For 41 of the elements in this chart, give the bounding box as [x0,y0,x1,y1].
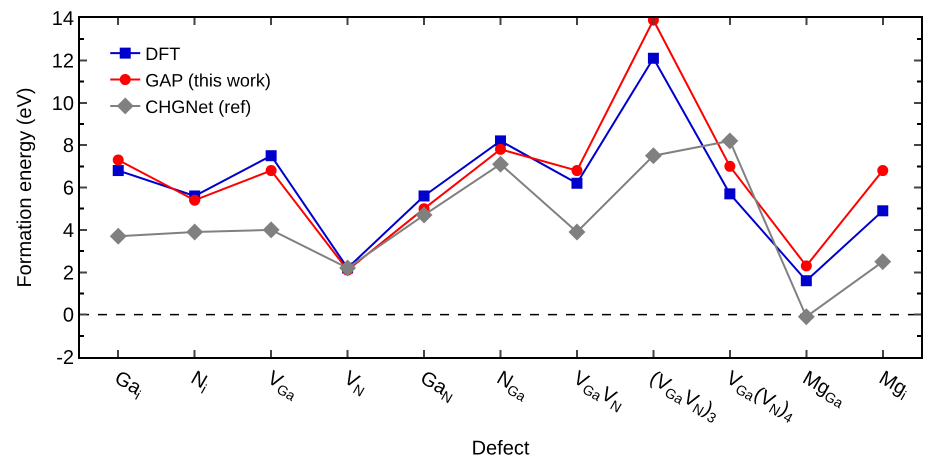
point [266,150,277,162]
point [644,147,662,164]
point [648,52,659,64]
point [495,144,506,155]
point [186,224,204,240]
point [112,154,124,166]
point [877,205,888,216]
point [571,178,582,189]
point [798,308,815,326]
x-axis-title: Defect [472,437,530,460]
point [189,194,200,206]
legend-label: GAP (this work) [145,70,271,91]
point [112,165,124,176]
point [492,156,509,173]
y-tick-label: 14 [52,8,74,30]
y-tick-label: 6 [62,178,74,200]
point [339,260,356,276]
point [568,224,586,240]
point [418,190,430,202]
point [877,165,888,176]
point [266,165,277,176]
point [724,160,736,172]
y-axis-title: Formation energy (eV) [14,87,36,288]
y-tick-label: 10 [52,92,74,115]
y-tick-label: 4 [62,220,74,242]
point [800,275,812,286]
y-tick-label: -2 [56,347,74,369]
point [110,228,127,245]
point [800,260,812,272]
y-tick-label: 2 [62,262,74,284]
point [571,165,582,176]
y-tick-label: 8 [62,135,74,158]
point [262,221,280,238]
y-tick-label: 0 [62,304,74,327]
point [416,206,432,224]
legend-label: CHGNet (ref) [145,96,252,117]
point [721,132,738,150]
legend-label: DFT [145,44,180,64]
point [874,253,892,270]
y-tick-label: 12 [52,50,74,72]
point [724,188,736,200]
